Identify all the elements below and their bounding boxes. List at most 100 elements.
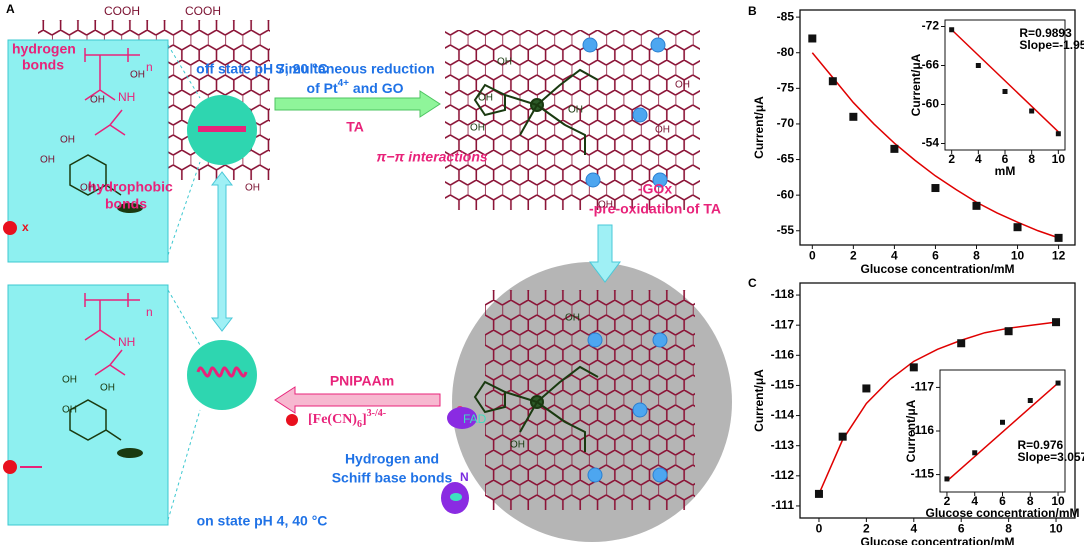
data-point — [975, 63, 981, 68]
subscript: 6 — [357, 419, 362, 430]
y-tick-label: -115 — [771, 378, 795, 392]
nh: NH — [118, 90, 135, 104]
step-text: Simultaneous reduction — [275, 61, 434, 77]
y-axis-label: Current/μA — [909, 53, 923, 116]
y-tick-label: -85 — [777, 9, 795, 23]
data-point — [1027, 398, 1033, 403]
hydrophobic-bonds: hydrophobic — [88, 179, 173, 195]
x-tick-label: 10 — [1052, 152, 1066, 166]
hydroxyl-label: OH — [598, 200, 613, 211]
x-tick-label: 8 — [1028, 152, 1035, 166]
text-part: [Fe(CN) — [308, 412, 357, 427]
y-tick-label: -72 — [922, 19, 940, 33]
fit-line — [946, 382, 1059, 482]
hydroxyl-label: OH — [80, 183, 95, 194]
x-tick-label: 6 — [1002, 152, 1009, 166]
data-point — [1000, 419, 1005, 425]
data-point — [890, 144, 899, 153]
arrow — [210, 171, 234, 332]
hydroxyl-label: OH — [40, 155, 55, 166]
data-point — [1052, 318, 1061, 327]
hydroxyl-label: OH — [478, 93, 493, 104]
y-tick-label: -60 — [922, 97, 940, 111]
gallol-ring — [69, 154, 122, 441]
x-tick-label: 8 — [1005, 522, 1012, 536]
interaction-text: π−π interactions — [376, 149, 488, 165]
y-tick-label: -111 — [771, 498, 794, 512]
x-tick-label: 2 — [948, 152, 955, 166]
panel-label: C — [748, 276, 757, 290]
x-axis-label: Glucose concentration/mM — [860, 262, 1014, 276]
x-axis-label: Glucose concentration/mM — [925, 506, 1079, 520]
fad: FAD — [463, 412, 487, 426]
hydroxyl-label: OH — [510, 440, 525, 451]
hydrogen-bonds: bonds — [22, 57, 64, 73]
panel-label: B — [748, 4, 757, 18]
panel-a: A COOH COOH Simultaneous reduction of Pt… — [3, 2, 732, 542]
superscript: 3-/4- — [367, 408, 386, 419]
data-point — [828, 77, 837, 86]
y-axis-label: Current/μA — [752, 369, 766, 432]
data-point — [931, 184, 940, 193]
x-tick-label: 10 — [1011, 249, 1025, 263]
x-tick-label: 6 — [958, 522, 965, 536]
text-part: ] — [362, 412, 367, 427]
y-axis-label: Current/μA — [904, 399, 918, 462]
mediator-dot — [3, 460, 17, 474]
cooh: COOH — [185, 4, 221, 18]
hydroxyl-label: OH — [497, 57, 512, 68]
hydroxyl-label: OH — [470, 123, 485, 134]
hydroxyl-label: OH — [245, 183, 260, 194]
inset-chart: 2 4 6 8 10 -115 -116 -117 Glucose concentration/… — [904, 369, 1084, 520]
repeat-n: n — [146, 60, 153, 74]
y-tick-label: -115 — [911, 467, 935, 481]
panel-label: A — [6, 2, 15, 16]
x-tick-label: 10 — [1049, 522, 1063, 536]
fit-line — [811, 52, 1059, 239]
hydroxyl-label: OH — [62, 405, 77, 416]
data-point — [862, 384, 871, 393]
mediator-dot — [286, 414, 298, 426]
on-state-box — [7, 284, 169, 526]
hydroxyl-label: OH — [568, 105, 583, 116]
x-tick-label: 2 — [863, 522, 870, 536]
y-tick-label: -70 — [777, 116, 795, 130]
data-point — [957, 339, 966, 348]
data-point — [808, 34, 817, 43]
hydroxyl-label: OH — [90, 95, 105, 106]
x-tick-label: 6 — [932, 249, 939, 263]
repeat-n: n — [146, 305, 153, 319]
y-tick-label: -54 — [922, 136, 940, 150]
superscript: 4+ — [338, 78, 350, 89]
y-tick-label: -55 — [777, 223, 795, 237]
connector — [167, 44, 201, 521]
on-state-text: on state pH 4, 40 °C — [197, 513, 328, 529]
fit-line — [951, 29, 1059, 133]
mediator-dot — [3, 221, 17, 235]
ta-tail — [117, 448, 143, 458]
mediator: [Fe(CN)6]3-/4- — [308, 408, 386, 430]
x-tick-label: 8 — [1027, 494, 1034, 508]
x-tick-label: 8 — [973, 249, 980, 263]
nitrogen: N — [460, 470, 469, 484]
x-axis-label: Glucose concentration/mM — [860, 535, 1014, 545]
data-point — [1002, 89, 1008, 94]
data-point — [909, 363, 918, 372]
y-axis-label: Current/μA — [752, 96, 766, 159]
inset-chart: 2 4 6 8 10 -72 -66 -60 -54 mM Current/μA R=0.9893Sl… — [909, 19, 1084, 179]
arrow — [274, 386, 441, 414]
extended-chain — [196, 366, 248, 378]
pt-nanoparticles — [582, 37, 668, 483]
collapsed-chain — [198, 126, 246, 132]
hydrogen-bonds: hydrogen — [12, 41, 76, 57]
tannic-acid — [473, 68, 599, 452]
annotation: Slope=-1.953 — [1019, 38, 1084, 52]
fad-site — [450, 493, 462, 501]
y-tick-label: -116 — [771, 347, 795, 361]
y-tick-label: -113 — [771, 438, 795, 452]
y-tick-label: -116 — [911, 423, 935, 437]
off-state-box — [7, 39, 169, 263]
nh: NH — [118, 335, 135, 349]
x-axis-label: mM — [995, 164, 1016, 178]
